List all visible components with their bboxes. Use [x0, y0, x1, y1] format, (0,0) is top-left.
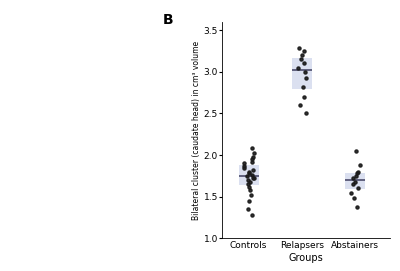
Point	[246, 188, 253, 192]
Point	[250, 168, 256, 172]
Y-axis label: Bilateral cluster (caudate head) in cm³ volume: Bilateral cluster (caudate head) in cm³ …	[192, 41, 201, 220]
Point	[299, 53, 305, 57]
Point	[300, 49, 307, 53]
Point	[297, 103, 303, 107]
Point	[245, 178, 251, 182]
PathPatch shape	[292, 58, 312, 89]
Point	[300, 85, 306, 89]
Point	[249, 146, 255, 151]
Point	[301, 61, 307, 66]
Point	[350, 182, 356, 186]
Point	[245, 182, 251, 186]
Point	[355, 186, 361, 191]
Point	[248, 213, 255, 217]
Point	[249, 160, 256, 164]
Point	[241, 164, 248, 168]
Point	[302, 111, 309, 115]
Point	[248, 193, 254, 197]
PathPatch shape	[345, 173, 366, 189]
Point	[250, 154, 256, 159]
Point	[296, 46, 302, 50]
Point	[298, 57, 304, 61]
Point	[355, 170, 361, 174]
Text: B: B	[163, 13, 174, 27]
PathPatch shape	[238, 165, 259, 185]
Point	[245, 207, 252, 211]
Point	[352, 174, 359, 178]
Point	[357, 163, 363, 167]
Point	[348, 191, 354, 195]
Point	[241, 165, 247, 170]
Point	[354, 205, 360, 209]
Point	[246, 170, 252, 174]
Point	[246, 185, 252, 189]
Point	[250, 175, 257, 180]
Point	[301, 95, 307, 99]
Point	[246, 171, 252, 176]
Point	[248, 157, 255, 162]
Point	[303, 76, 309, 80]
Point	[246, 199, 252, 203]
Point	[351, 196, 358, 201]
X-axis label: Groups: Groups	[289, 253, 323, 263]
Point	[240, 161, 247, 166]
Point	[248, 173, 255, 177]
Point	[294, 65, 301, 70]
Point	[352, 180, 358, 184]
Point	[353, 171, 360, 176]
Point	[302, 70, 308, 74]
Point	[353, 149, 360, 153]
Point	[247, 180, 254, 184]
Point	[244, 174, 251, 178]
Point	[250, 176, 256, 180]
Point	[250, 151, 257, 156]
Point	[350, 176, 357, 180]
